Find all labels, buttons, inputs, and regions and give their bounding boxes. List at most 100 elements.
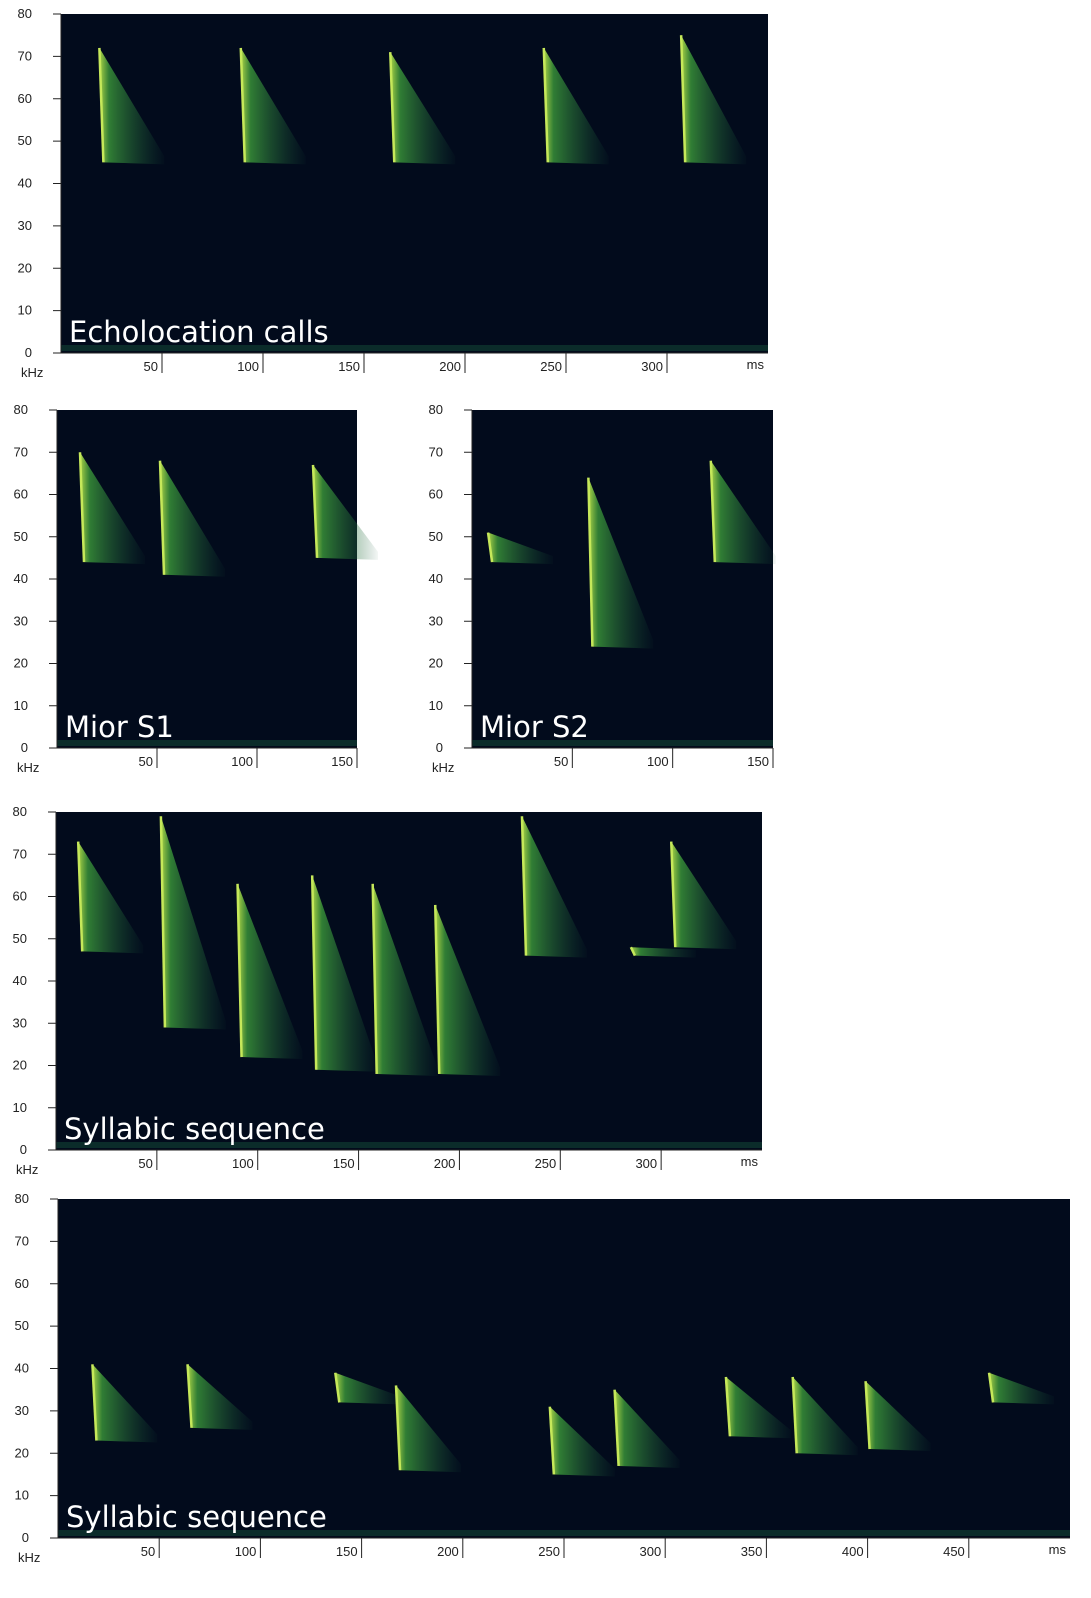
x-tick-label: 50 (139, 754, 153, 769)
call-trace (587, 477, 594, 647)
y-tick-label: 60 (429, 487, 443, 502)
x-tick-label: 400 (842, 1544, 864, 1559)
x-axis-label: ms (747, 357, 765, 372)
x-tick-label: 50 (141, 1544, 155, 1559)
y-tick-label: 80 (14, 402, 28, 417)
call (187, 1364, 253, 1430)
panel-annotation: Mior S1 (65, 710, 174, 744)
call (543, 47, 609, 165)
y-tick-label: 10 (18, 303, 32, 318)
call-trace (542, 47, 550, 163)
x-tick-label: 450 (943, 1544, 965, 1559)
y-tick-label: 20 (14, 656, 28, 671)
call-trace (669, 841, 677, 948)
y-tick-label: 0 (436, 740, 443, 755)
x-tick-label: 100 (647, 754, 669, 769)
y-tick-label: 60 (14, 487, 28, 502)
call (549, 1406, 615, 1477)
call-trace (724, 1376, 732, 1437)
x-tick-label: 100 (237, 359, 259, 374)
y-tick-label: 30 (429, 613, 443, 628)
call (396, 1385, 462, 1473)
panel-annotation: Echolocation calls (69, 315, 329, 349)
y-tick-label: 20 (13, 1058, 27, 1073)
call (335, 1372, 401, 1405)
call (99, 47, 165, 165)
y-tick-label: 30 (15, 1403, 29, 1418)
y-tick-label: 30 (14, 613, 28, 628)
y-tick-label: 60 (18, 91, 32, 106)
y-axis-label: kHz (18, 1550, 40, 1565)
y-tick-label: 40 (15, 1361, 29, 1376)
x-tick-label: 50 (554, 754, 568, 769)
y-tick-label: 30 (13, 1015, 27, 1030)
y-tick-label: 80 (429, 402, 443, 417)
call (160, 460, 225, 577)
y-tick-label: 50 (18, 133, 32, 148)
call-trace (78, 452, 86, 563)
x-tick-label: 50 (138, 1156, 152, 1171)
call-trace (486, 532, 494, 563)
spectrogram-panel (58, 1199, 1070, 1538)
panel-annotation: Mior S2 (480, 710, 589, 744)
panel-annotation: Syllabic sequence (66, 1500, 327, 1534)
call-trace (389, 52, 396, 163)
call-trace (311, 464, 319, 558)
call-trace (613, 1389, 620, 1467)
y-tick-label: 60 (13, 889, 27, 904)
x-axis-label: ms (1049, 1542, 1067, 1557)
noise-band (56, 1142, 762, 1148)
call-trace (371, 883, 378, 1074)
call (725, 1376, 791, 1439)
y-tick-label: 10 (14, 698, 28, 713)
y-tick-label: 0 (25, 345, 32, 360)
x-tick-label: 200 (439, 359, 461, 374)
y-tick-label: 0 (22, 1530, 29, 1545)
call-trace (239, 47, 247, 163)
y-tick-label: 30 (18, 218, 32, 233)
call-trace (394, 1385, 402, 1471)
y-tick-label: 80 (13, 804, 27, 819)
call (588, 477, 654, 649)
y-tick-label: 60 (15, 1276, 29, 1291)
call (237, 883, 303, 1060)
call-trace (76, 841, 84, 952)
call-trace (679, 35, 687, 163)
x-tick-label: 150 (333, 1156, 355, 1171)
y-tick-label: 10 (15, 1488, 29, 1503)
y-tick-label: 10 (429, 698, 443, 713)
x-tick-label: 200 (437, 1544, 459, 1559)
x-axis-label: ms (741, 1154, 759, 1169)
call-trace (236, 883, 243, 1058)
call-trace (709, 460, 717, 563)
call (681, 35, 747, 165)
x-tick-label: 150 (747, 754, 769, 769)
x-tick-label: 150 (336, 1544, 358, 1559)
call-trace (158, 460, 166, 575)
call-trace (433, 904, 441, 1074)
x-tick-label: 150 (331, 754, 353, 769)
call (240, 47, 306, 165)
noise-band (58, 1530, 1070, 1536)
x-tick-label: 300 (635, 1156, 657, 1171)
call (630, 947, 696, 958)
call-trace (91, 1364, 98, 1441)
call (372, 883, 438, 1076)
x-tick-label: 50 (144, 359, 158, 374)
x-tick-label: 300 (639, 1544, 661, 1559)
noise-band (57, 740, 357, 746)
call-trace (186, 1364, 193, 1428)
y-tick-label: 0 (21, 740, 28, 755)
call-trace (159, 816, 167, 1028)
call (313, 464, 378, 560)
call (521, 816, 587, 958)
x-tick-label: 200 (434, 1156, 456, 1171)
call (710, 460, 776, 565)
y-tick-label: 40 (13, 973, 27, 988)
y-tick-label: 20 (18, 260, 32, 275)
call (435, 904, 501, 1076)
y-tick-label: 70 (18, 48, 32, 63)
call-trace (864, 1381, 871, 1450)
call (989, 1372, 1055, 1405)
x-tick-label: 300 (641, 359, 663, 374)
